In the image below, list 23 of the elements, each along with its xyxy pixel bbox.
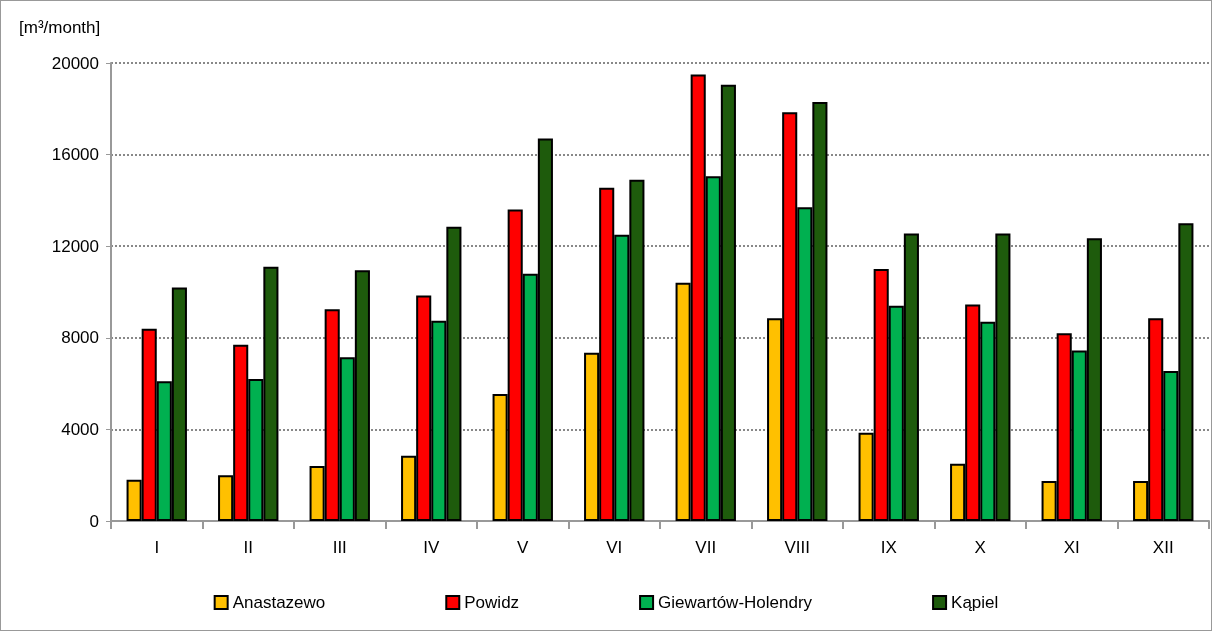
x-tick-label: IV (423, 538, 440, 557)
x-tick-label: V (517, 538, 530, 557)
legend-label: Kąpiel (951, 593, 999, 612)
x-tick-label: II (243, 538, 253, 557)
x-tick-label: VIII (784, 538, 811, 557)
y-tick-label: 4000 (61, 419, 99, 439)
x-tick-label: X (974, 538, 986, 557)
y-tick-label: 20000 (51, 53, 99, 73)
x-tick-label: XI (1063, 538, 1080, 557)
x-tick-label: I (154, 538, 160, 557)
legend-label: Giewartów-Holendry (658, 593, 813, 612)
y-axis-title: [m³/month] (19, 18, 101, 37)
x-tick-label: VI (606, 538, 623, 557)
legend-label: Powidz (464, 593, 520, 612)
x-tick-label: XII (1152, 538, 1174, 557)
x-tick-label: III (332, 538, 347, 557)
x-tick-label: VII (695, 538, 717, 557)
y-tick-label: 0 (89, 511, 99, 531)
legend-label: Anastazewo (232, 593, 326, 612)
y-tick-label: 8000 (61, 328, 99, 348)
y-tick-label: 12000 (51, 236, 99, 256)
x-tick-label: IX (880, 538, 897, 557)
y-tick-label: 16000 (51, 145, 99, 165)
